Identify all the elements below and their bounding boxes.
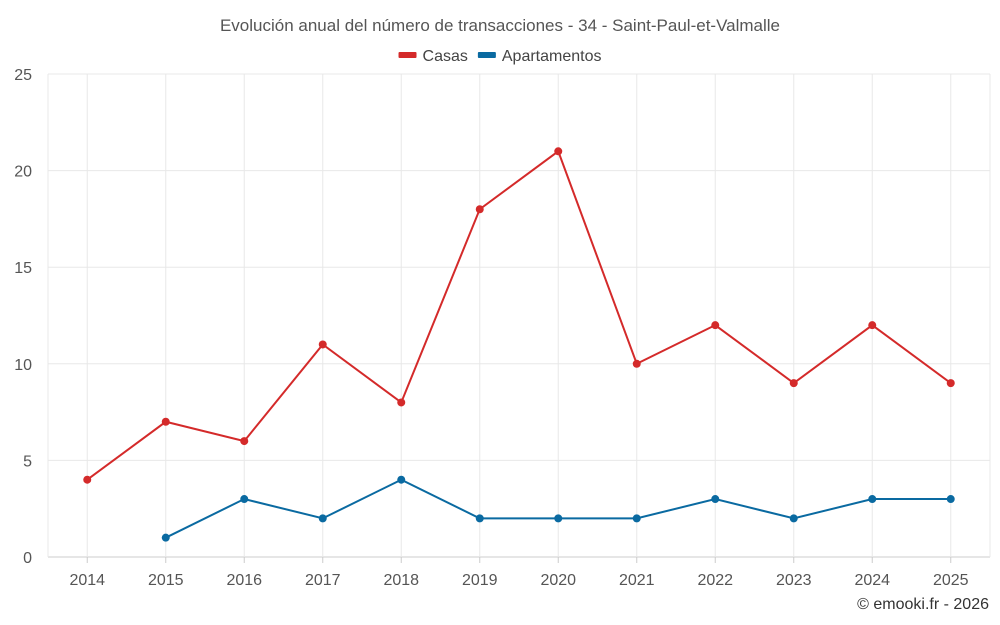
legend-swatch-apartamentos[interactable] bbox=[477, 52, 496, 58]
data-point-casas[interactable] bbox=[554, 147, 563, 156]
series-casas bbox=[83, 147, 955, 484]
legend-label-apartamentos: Apartamentos bbox=[502, 48, 602, 65]
data-point-casas[interactable] bbox=[868, 321, 877, 330]
x-tick-label: 2025 bbox=[933, 572, 969, 589]
legend-swatch-casas[interactable] bbox=[398, 52, 417, 58]
data-point-casas[interactable] bbox=[475, 205, 484, 214]
data-point-casas[interactable] bbox=[789, 379, 798, 388]
x-tick-label: 2017 bbox=[305, 572, 341, 589]
y-tick-label: 10 bbox=[14, 357, 32, 374]
x-tick-label: 2022 bbox=[697, 572, 733, 589]
data-point-casas[interactable] bbox=[240, 437, 249, 446]
data-point-apartamentos[interactable] bbox=[161, 533, 170, 542]
y-tick-label: 25 bbox=[14, 67, 32, 84]
data-point-apartamentos[interactable] bbox=[789, 514, 798, 523]
x-tick-label: 2014 bbox=[69, 572, 105, 589]
chart-series bbox=[83, 147, 955, 542]
data-point-apartamentos[interactable] bbox=[711, 495, 720, 504]
x-axis: 2014 2015 2016 2017 2018 2019 2020 2021 2022 2023… bbox=[69, 557, 969, 589]
data-point-apartamentos[interactable] bbox=[475, 514, 484, 523]
chart-title: Evolución anual del número de transaccio… bbox=[220, 16, 780, 35]
y-tick-label: 0 bbox=[23, 550, 32, 567]
legend-label-casas: Casas bbox=[423, 48, 468, 65]
data-point-apartamentos[interactable] bbox=[554, 514, 563, 523]
y-tick-label: 15 bbox=[14, 260, 32, 277]
chart-grid bbox=[47, 73, 991, 558]
x-tick-label: 2024 bbox=[854, 572, 890, 589]
data-point-apartamentos[interactable] bbox=[946, 495, 955, 504]
credit-text: © emooki.fr - 2026 bbox=[857, 596, 989, 613]
data-point-casas[interactable] bbox=[946, 379, 955, 388]
x-tick-label: 2019 bbox=[462, 572, 498, 589]
data-point-casas[interactable] bbox=[711, 321, 720, 330]
data-point-apartamentos[interactable] bbox=[318, 514, 327, 523]
series-line-casas bbox=[86, 149, 952, 481]
x-tick-label: 2018 bbox=[383, 572, 419, 589]
y-axis: 0 5 10 15 20 25 bbox=[14, 67, 32, 567]
x-tick-label: 2015 bbox=[148, 572, 184, 589]
x-tick-label: 2021 bbox=[619, 572, 655, 589]
y-tick-label: 5 bbox=[23, 453, 32, 470]
data-point-casas[interactable] bbox=[161, 417, 170, 426]
x-tick-label: 2016 bbox=[226, 572, 262, 589]
chart-legend: Casas Apartamentos bbox=[398, 48, 602, 65]
x-tick-label: 2020 bbox=[540, 572, 576, 589]
data-point-apartamentos[interactable] bbox=[240, 495, 249, 504]
series-apartamentos bbox=[161, 475, 955, 542]
x-tick-label: 2023 bbox=[776, 572, 812, 589]
y-tick-label: 20 bbox=[14, 164, 32, 181]
data-point-apartamentos[interactable] bbox=[868, 495, 877, 504]
data-point-apartamentos[interactable] bbox=[632, 514, 641, 523]
data-point-casas[interactable] bbox=[397, 398, 406, 407]
data-point-casas[interactable] bbox=[632, 359, 641, 368]
data-point-apartamentos[interactable] bbox=[397, 475, 406, 484]
data-point-casas[interactable] bbox=[318, 340, 327, 349]
data-point-casas[interactable] bbox=[83, 475, 92, 484]
